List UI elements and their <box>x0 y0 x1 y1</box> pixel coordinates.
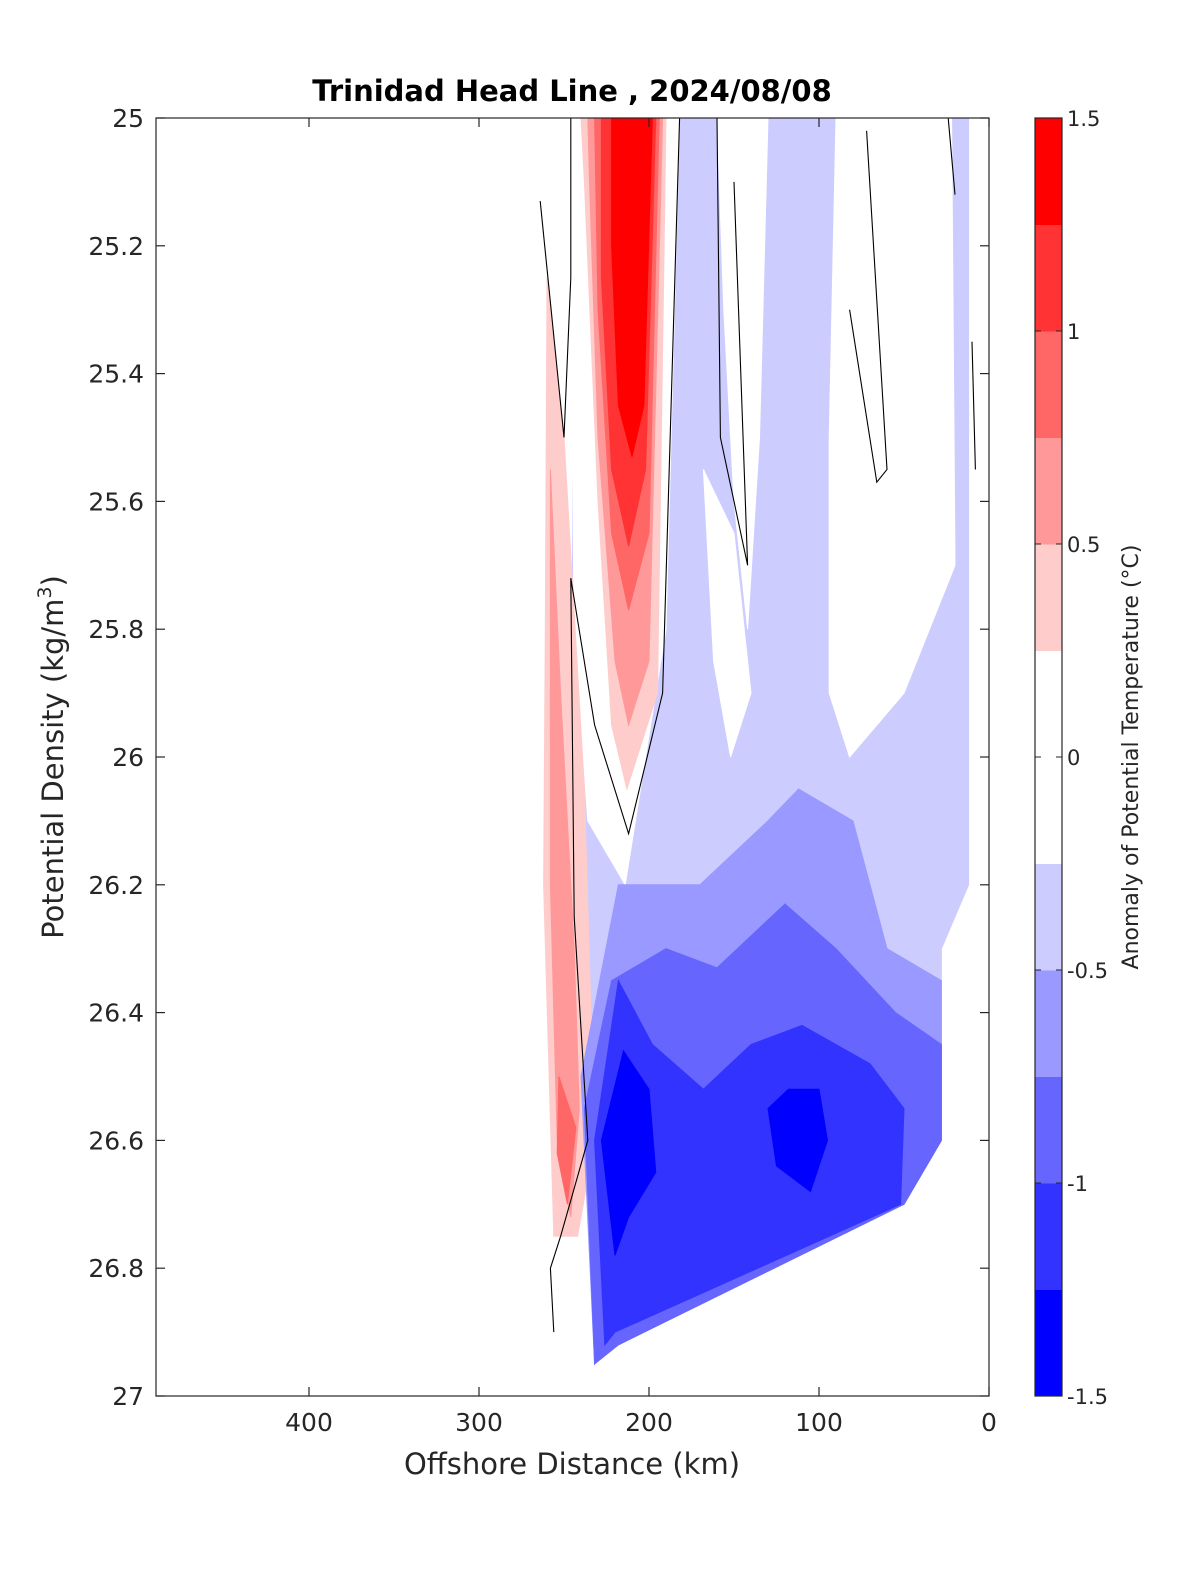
colorbar-segment <box>1035 544 1062 651</box>
zero-contour-line <box>849 130 888 484</box>
zero-contour-line <box>716 118 749 566</box>
colorbar-segment <box>1035 437 1062 545</box>
y-tick-label: 25.6 <box>88 487 144 516</box>
y-tick-label: 26 <box>112 743 144 772</box>
contour-fills <box>543 118 970 1366</box>
x-tick-label: 100 <box>795 1408 843 1437</box>
y-tick-label: 25.2 <box>88 232 144 261</box>
x-tick-label: 0 <box>981 1408 997 1437</box>
colorbar-tick-label: -1.5 <box>1067 1385 1108 1409</box>
neutral-patch-region <box>702 469 752 758</box>
colorbar: 1.5 1 0.5 0 -0.5 -1 -1.5 <box>1034 107 1108 1409</box>
y-tick-label: 25.8 <box>88 615 144 644</box>
neutral-patch-region <box>828 118 956 759</box>
warm-band-region <box>556 1076 577 1205</box>
y-tick-label: 25 <box>112 104 144 133</box>
colorbar-label: Anomaly of Potential Temperature (°C) <box>1119 545 1144 970</box>
x-tick-label: 400 <box>285 1408 333 1437</box>
warm-band-region <box>549 469 580 1218</box>
x-axis: 400 300 200 100 0 <box>285 118 997 1437</box>
colorbar-tick-label: 0.5 <box>1067 533 1100 557</box>
neutral-patch-region <box>716 118 769 630</box>
colorbar-tick-label: -1 <box>1067 1172 1088 1196</box>
colorbar-segment <box>1035 224 1062 332</box>
y-tick-label: 26.4 <box>88 999 144 1028</box>
colorbar-tick-label: -0.5 <box>1067 959 1108 983</box>
x-axis-label: Offshore Distance (km) <box>404 1447 740 1481</box>
colorbar-segment <box>1035 650 1062 758</box>
x-tick-label: 200 <box>625 1408 673 1437</box>
y-axis: 25 25.2 25.4 25.6 25.8 26 26.2 26.4 26.6 26.8 27 <box>88 104 989 1411</box>
colorbar-segment <box>1035 1076 1062 1184</box>
y-tick-label: 27 <box>112 1382 144 1411</box>
colorbar-segment <box>1035 863 1062 971</box>
colorbar-segment <box>1035 118 1062 225</box>
colorbar-segment <box>1035 1183 1062 1290</box>
zero-contour-lines <box>539 118 976 1333</box>
y-axis-label: Potential Density (kg/m3) <box>34 575 70 939</box>
y-tick-label: 26.6 <box>88 1126 144 1155</box>
cold-core-region <box>767 1088 829 1193</box>
x-tick-label: 300 <box>455 1408 503 1437</box>
zero-contour-line <box>539 118 572 438</box>
chart-title: Trinidad Head Line , 2024/08/08 <box>312 74 832 108</box>
y-tick-label: 25.4 <box>88 360 144 389</box>
colorbar-tick-label: 1.5 <box>1067 107 1100 131</box>
warm-core-region <box>611 118 653 457</box>
zero-contour-line <box>549 118 681 1333</box>
colorbar-tick-label: 1 <box>1067 320 1080 344</box>
zero-contour-line <box>971 341 976 470</box>
colorbar-segment <box>1035 970 1062 1077</box>
y-tick-label: 26.2 <box>88 871 144 900</box>
y-tick-label: 26.8 <box>88 1254 144 1283</box>
colorbar-segment <box>1035 331 1062 438</box>
zero-contour-line <box>947 118 956 195</box>
colorbar-tick-label: 0 <box>1067 746 1080 770</box>
colorbar-segment <box>1035 1289 1062 1397</box>
colorbar-segment <box>1035 757 1062 864</box>
cold-core-region <box>594 979 905 1347</box>
plot-area <box>155 117 990 1397</box>
cold-core-region <box>600 1049 657 1256</box>
